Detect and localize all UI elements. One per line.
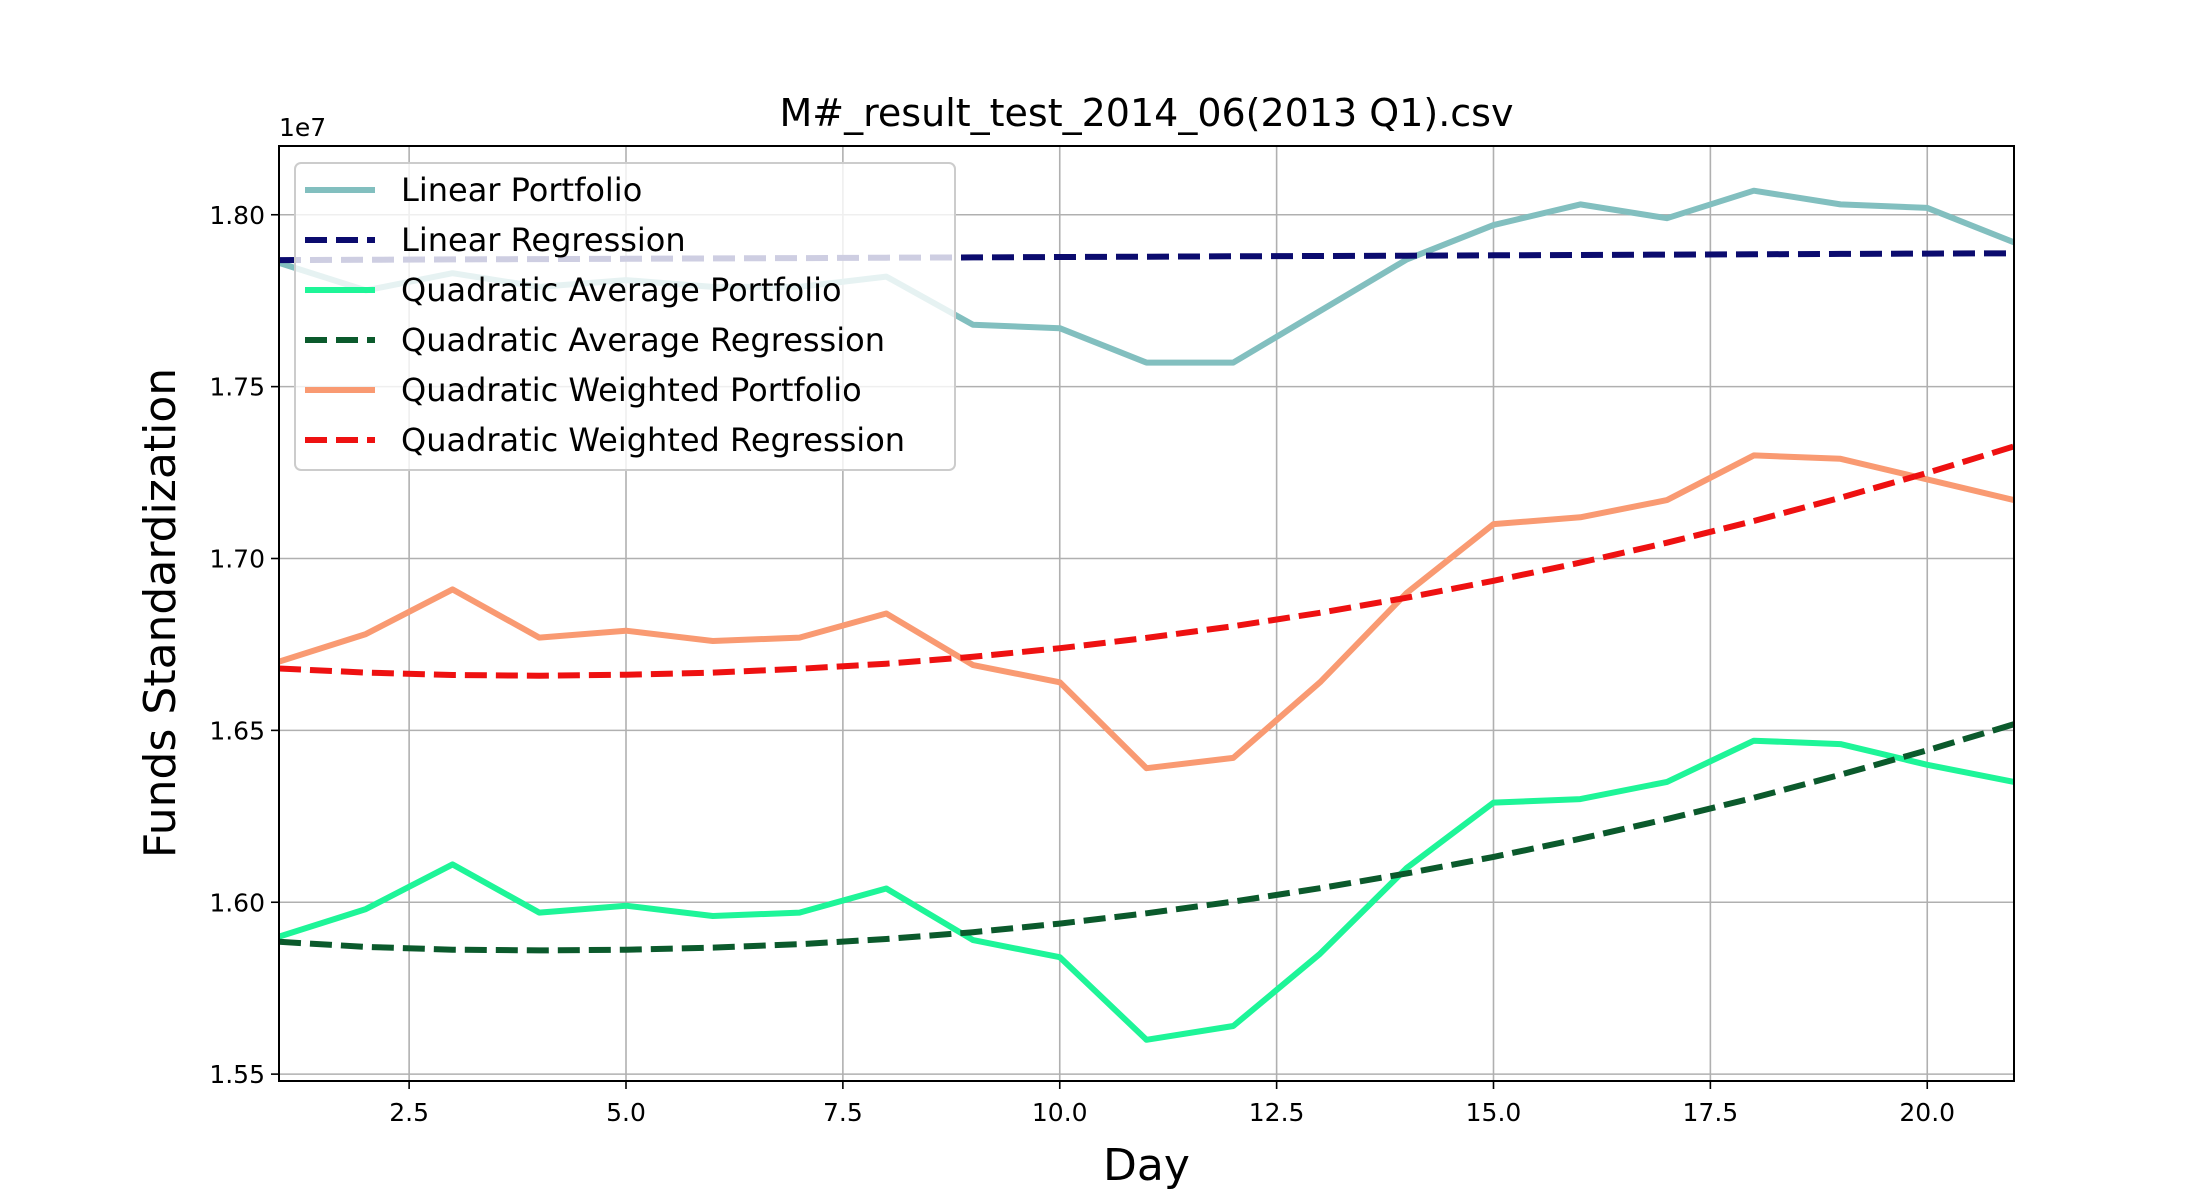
x-tick-label: 15.0 (1466, 1098, 1522, 1127)
x-axis-label: Day (1103, 1140, 1190, 1191)
legend-label: Quadratic Average Regression (401, 321, 885, 359)
x-tick-label: 10.0 (1032, 1098, 1088, 1127)
y-tick-label: 1.80 (209, 201, 265, 230)
legend-label: Linear Regression (401, 221, 686, 259)
y-tick-label: 1.55 (209, 1060, 265, 1089)
y-tick-label: 1.75 (209, 373, 265, 402)
x-tick-label: 17.5 (1683, 1098, 1739, 1127)
chart-title: M#_result_test_2014_06(2013 Q1).csv (780, 91, 1514, 135)
legend-label: Quadratic Weighted Portfolio (401, 371, 862, 409)
legend-label: Linear Portfolio (401, 171, 642, 209)
y-axis-label: Funds Standardization (135, 368, 186, 858)
x-tick-label: 5.0 (606, 1098, 646, 1127)
y-axis-offset-label: 1e7 (279, 113, 326, 142)
plot-frame (278, 145, 2015, 1082)
legend-label: Quadratic Weighted Regression (401, 421, 905, 459)
y-tick-label: 1.65 (209, 716, 265, 745)
series-line-quadratic-weighted-portfolio (279, 452, 2014, 772)
series-line-quadratic-average-regression (279, 721, 2014, 954)
series-line-quadratic-weighted-regression (279, 443, 2014, 679)
x-tick-label: 2.5 (389, 1098, 429, 1127)
y-tick-label: 1.70 (209, 545, 265, 574)
legend-box (294, 162, 956, 471)
x-tick-label: 7.5 (823, 1098, 863, 1127)
x-tick-label: 12.5 (1249, 1098, 1305, 1127)
y-axis-ticks: 1.55 1.60 1.65 1.70 1.75 1.80 (209, 201, 279, 1089)
legend: Linear Portfolio Linear Regression Quadrat… (294, 162, 956, 471)
y-tick-label: 1.60 (209, 888, 265, 917)
series-line-quadratic-average-portfolio (279, 737, 2014, 1043)
x-axis-ticks: 2.5 5.0 7.5 10.0 12.5 15.0 17.5 20.0 (389, 1081, 1955, 1127)
legend-label: Quadratic Average Portfolio (401, 271, 842, 309)
x-tick-label: 20.0 (1899, 1098, 1955, 1127)
